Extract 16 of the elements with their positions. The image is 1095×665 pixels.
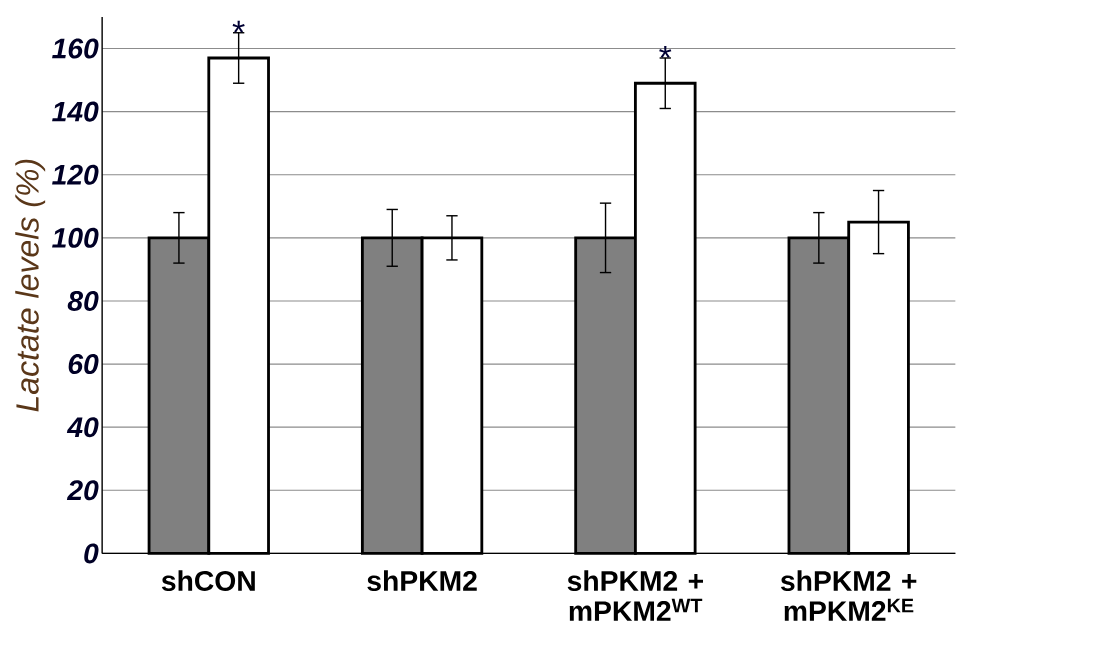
y-tick-label: 100	[52, 228, 99, 249]
y-axis-title: Lactate levels (%)	[15, 159, 46, 412]
y-tick-label: 160	[52, 38, 99, 59]
x-tick-label: shPKM2	[367, 570, 477, 592]
x-tick-label: shCON	[161, 570, 255, 592]
y-tick-label: 80	[67, 291, 99, 312]
y-tick-label: 40	[66, 417, 99, 438]
annotation: *	[232, 20, 245, 33]
x-tick-label: shPKM2 + mPKM2$^{KE}$	[780, 570, 917, 622]
y-tick-label: 20	[66, 480, 99, 501]
annotation: *	[659, 46, 672, 59]
y-tick-label: 0	[84, 543, 99, 564]
y-tick-label: 60	[68, 354, 99, 375]
x-tick-label: shPKM2 + mPKM2$^{WT}$	[567, 570, 703, 622]
y-tick-label: 140	[52, 101, 99, 122]
y-tick-label: 120	[52, 164, 99, 185]
